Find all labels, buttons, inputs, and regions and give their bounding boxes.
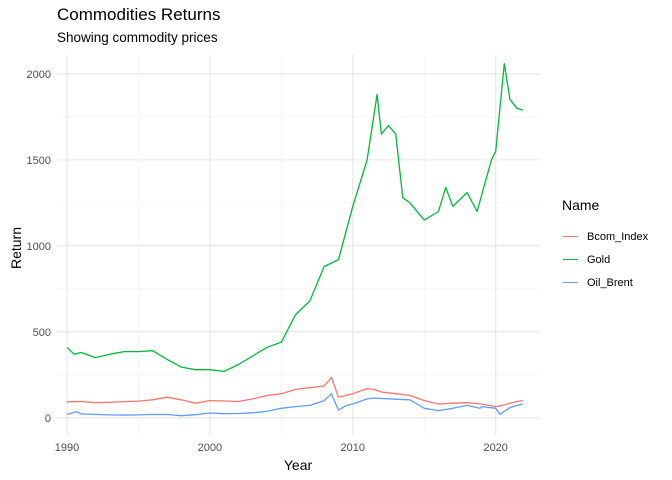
legend-key bbox=[562, 228, 579, 245]
legend-label: Gold bbox=[587, 253, 611, 266]
y-tick-label: 2000 bbox=[27, 69, 51, 81]
chart-subtitle: Showing commodity prices bbox=[57, 30, 218, 45]
legend-key bbox=[562, 274, 579, 291]
chart-title: Commodities Returns bbox=[57, 5, 221, 24]
y-tick-label: 0 bbox=[45, 413, 51, 425]
series-line-gold bbox=[66, 62, 524, 373]
x-tick-label: 2000 bbox=[198, 442, 222, 454]
legend-label: Bcom_Index bbox=[587, 230, 649, 243]
y-tick-label: 1500 bbox=[27, 155, 51, 167]
legend-label: Oil_Brent bbox=[587, 276, 633, 289]
x-tick-label: 1990 bbox=[55, 442, 79, 454]
legend-items: Bcom_Index Gold Oil_Brent bbox=[562, 225, 648, 294]
legend-key bbox=[562, 251, 579, 268]
series-line-bcom-index bbox=[66, 376, 523, 408]
legend-item: Gold bbox=[562, 248, 648, 271]
y-tick-label: 500 bbox=[33, 327, 51, 339]
x-tick-label: 2010 bbox=[341, 442, 365, 454]
legend-title: Name bbox=[562, 197, 600, 213]
series-line-oil-brent bbox=[66, 393, 524, 417]
legend: Name Bcom_Index Gold Oil_Brent bbox=[562, 197, 648, 294]
x-axis-title: Year bbox=[283, 457, 313, 473]
legend-item: Bcom_Index bbox=[562, 225, 648, 248]
x-tick-label: 2020 bbox=[483, 442, 507, 454]
y-tick-label: 1000 bbox=[27, 241, 51, 253]
legend-item: Oil_Brent bbox=[562, 271, 648, 294]
